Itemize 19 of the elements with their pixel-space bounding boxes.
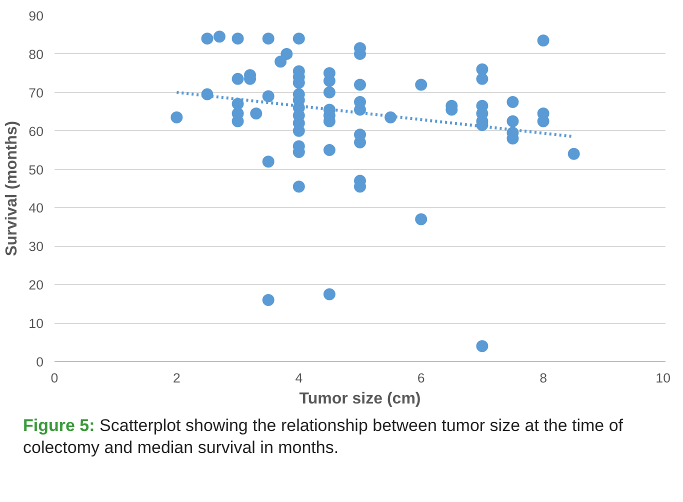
y-tick-label: 80	[28, 46, 44, 62]
x-tick-label: 6	[417, 370, 425, 386]
x-tick-label: 8	[540, 370, 548, 386]
y-tick-label: 90	[28, 8, 44, 24]
y-tick-label: 50	[28, 162, 44, 178]
y-tick-label: 60	[28, 124, 44, 139]
x-tick-label: 0	[50, 370, 58, 386]
y-tick-label: 30	[28, 239, 44, 254]
x-tick-label: 4	[295, 370, 304, 386]
caption: Figure 5: Scatterplot showing the relationship between tumor size at the time of colectomy and median survival in months.	[23, 415, 624, 460]
y-tick-label: 40	[28, 200, 44, 216]
y-axis-title: Survival (months)	[4, 120, 21, 256]
y-tick-label: 70	[28, 85, 44, 100]
y-tick-label: 10	[28, 316, 44, 332]
x-axis-title: Tumor size (cm)	[299, 390, 421, 408]
x-tick-label: 10	[656, 370, 671, 386]
y-tick-label: 20	[28, 278, 44, 293]
y-tick-label: 0	[36, 354, 44, 370]
x-tick-label: 2	[172, 370, 180, 386]
